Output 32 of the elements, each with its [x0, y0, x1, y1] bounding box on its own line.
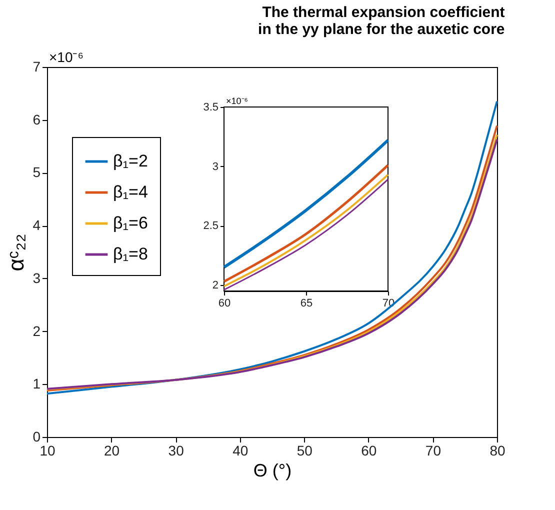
- annotation: ×10⁻⁶: [226, 96, 248, 106]
- x-tick-label: 70: [425, 442, 442, 458]
- x-tick-label: 60: [361, 442, 377, 458]
- y-tick-label: 2: [32, 322, 41, 339]
- y-tick-label: 2.5: [203, 220, 218, 232]
- y-tick-label: 5: [32, 164, 41, 180]
- legend-label: β₁=8: [113, 244, 148, 264]
- x-tick-label: 20: [104, 442, 120, 458]
- legend-label: β₁=4: [113, 182, 148, 202]
- x-tick-label: 60: [218, 298, 231, 310]
- x-tick-label: 50: [296, 442, 313, 458]
- x-tick-label: 10: [40, 442, 56, 458]
- y-tick-label: 1: [32, 376, 41, 392]
- y-tick-label: 7: [32, 58, 41, 74]
- y-tick-label: 4: [32, 217, 41, 234]
- y-tick-label: 3.5: [203, 102, 218, 114]
- y-tick-label: 0: [32, 428, 41, 444]
- y-tick-label: 3: [32, 270, 41, 286]
- line-series: [222, 138, 390, 269]
- x-tick-label: 65: [300, 298, 313, 310]
- legend-label: β₁=2: [113, 152, 148, 170]
- y-axis-title: αᶜ₂₂: [4, 234, 29, 272]
- text: ×10⁻⁶: [49, 49, 84, 65]
- legend-label: β₁=6: [113, 214, 148, 232]
- x-tick-label: 30: [168, 442, 184, 458]
- x-axis-title: Θ (°): [253, 460, 292, 480]
- y-tick-label: 2: [212, 280, 218, 292]
- x-tick-label: 80: [490, 442, 506, 458]
- x-tick-label: 40: [232, 442, 248, 458]
- y-tick-label: 6: [32, 111, 41, 128]
- chart-title: The thermal expansion coefficient in the yy plane for the auxetic core: [258, 4, 505, 38]
- y-tick-label: 3: [212, 160, 218, 173]
